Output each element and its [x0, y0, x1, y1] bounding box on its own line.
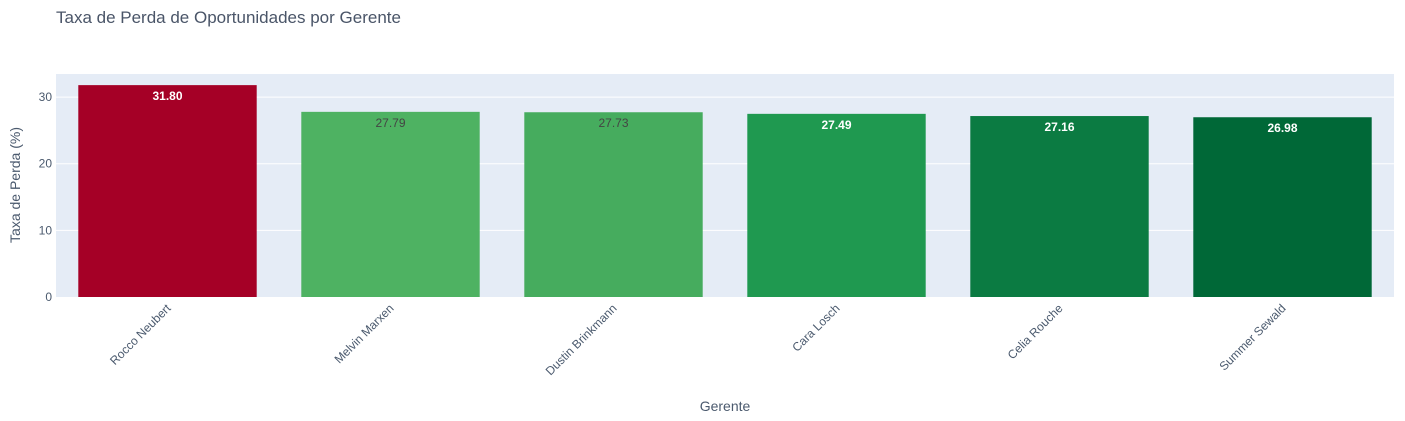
y-tick-label: 20 — [39, 157, 53, 171]
bar-value-label: 27.49 — [821, 118, 851, 132]
gridlines — [56, 96, 1394, 231]
bar[interactable] — [524, 112, 703, 297]
y-tick-label: 0 — [45, 290, 52, 304]
x-axis-title: Gerente — [700, 398, 751, 414]
x-tick-label: Melvin Marxen — [332, 301, 397, 366]
bar[interactable] — [1193, 117, 1372, 297]
plot-background — [56, 74, 1394, 297]
x-tick-label: Cara Losch — [789, 301, 842, 354]
y-tick-label: 30 — [39, 90, 53, 104]
bar[interactable] — [970, 116, 1149, 297]
bar-labels: 31.80 27.79 27.73 27.49 27.16 26.98 — [152, 89, 1297, 135]
bars — [78, 85, 1372, 298]
chart-title: Taxa de Perda de Oportunidades por Geren… — [56, 8, 401, 27]
y-tick-label: 10 — [39, 223, 53, 237]
x-tick-label: Dustin Brinkmann — [543, 301, 620, 378]
bar-value-label: 27.79 — [375, 116, 405, 130]
bar-value-label: 26.98 — [1267, 121, 1297, 135]
bar-value-label: 27.16 — [1044, 120, 1074, 134]
x-tick-label: Rocco Neubert — [107, 301, 174, 368]
bar-value-label: 27.73 — [598, 116, 628, 130]
x-tick-label: Celia Rouche — [1005, 301, 1066, 362]
bar[interactable] — [78, 85, 257, 297]
bar[interactable] — [301, 111, 480, 297]
x-tick-label: Summer Sewald — [1216, 301, 1288, 373]
bar-value-label: 31.80 — [152, 89, 182, 103]
x-axis-ticks: Rocco Neubert Melvin Marxen Dustin Brinkma… — [107, 301, 1289, 378]
bar[interactable] — [747, 113, 926, 298]
y-axis-ticks: 0 10 20 30 — [39, 90, 53, 304]
y-axis-title: Taxa de Perda (%) — [7, 127, 23, 243]
